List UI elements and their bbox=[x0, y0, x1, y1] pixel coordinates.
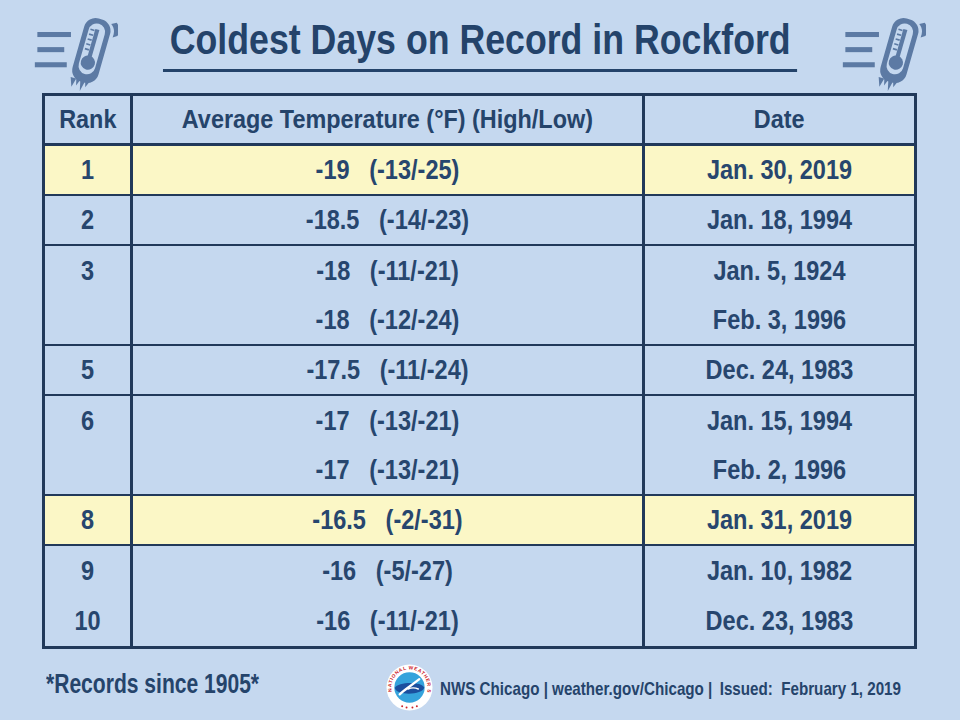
title-area: Coldest Days on Record in Rockford bbox=[0, 14, 960, 72]
rank-cell: 9 bbox=[52, 546, 123, 596]
rank-cell-group: 6 bbox=[45, 396, 133, 494]
date-cell: Dec. 24, 1983 bbox=[667, 346, 893, 394]
date-cell-group: Jan. 31, 2019 bbox=[645, 496, 914, 544]
freezing-thermometer-icon bbox=[842, 10, 926, 96]
column-header-temperature-label: Average Temperature (°F) (High/Low) bbox=[182, 104, 593, 135]
table-row: 2 -18.5 (-14/-23) Jan. 18, 1994 bbox=[45, 196, 914, 246]
page-title: Coldest Days on Record in Rockford bbox=[163, 14, 797, 72]
temp-cell: -16 (-11/-21) bbox=[174, 596, 602, 646]
column-header-date-label: Date bbox=[754, 104, 805, 135]
temp-cell: -19 (-13/-25) bbox=[174, 146, 602, 194]
date-cell: Jan. 18, 1994 bbox=[667, 196, 893, 244]
column-header-rank: Rank bbox=[45, 96, 133, 143]
table-row: 8 -16.5 (-2/-31) Jan. 31, 2019 bbox=[45, 496, 914, 546]
table-body: 1 -19 (-13/-25) Jan. 30, 2019 2 -18.5 (-… bbox=[45, 146, 914, 646]
temperature-cell-group: -16 (-5/-27)-16 (-11/-21) bbox=[133, 546, 645, 646]
rank-cell-group: 5 bbox=[45, 346, 133, 394]
temperature-cell-group: -16.5 (-2/-31) bbox=[133, 496, 645, 544]
temperature-cell-group: -18 (-11/-21)-18 (-12/-24) bbox=[133, 246, 645, 344]
credit-line: NWS Chicago | weather.gov/Chicago | Issu… bbox=[440, 678, 901, 700]
rank-cell bbox=[52, 445, 123, 494]
column-header-date: Date bbox=[645, 96, 914, 143]
rank-cell: 3 bbox=[52, 246, 123, 295]
table-row: 1 -19 (-13/-25) Jan. 30, 2019 bbox=[45, 146, 914, 196]
date-cell-group: Jan. 5, 1924Feb. 3, 1996 bbox=[645, 246, 914, 344]
rank-cell bbox=[52, 295, 123, 344]
temp-cell: -18 (-11/-21) bbox=[174, 246, 602, 295]
infographic-page: { "colors": { "background": "#c5d8ef", "… bbox=[0, 0, 960, 720]
date-cell: Jan. 30, 2019 bbox=[667, 146, 893, 194]
table-row: 3 -18 (-11/-21)-18 (-12/-24) Jan. 5, 192… bbox=[45, 246, 914, 346]
temperature-cell-group: -17.5 (-11/-24) bbox=[133, 346, 645, 394]
temperature-cell-group: -18.5 (-14/-23) bbox=[133, 196, 645, 244]
date-cell: Jan. 5, 1924 bbox=[667, 246, 893, 295]
rank-cell: 5 bbox=[52, 346, 123, 394]
rank-cell: 10 bbox=[52, 596, 123, 646]
temp-cell: -16 (-5/-27) bbox=[174, 546, 602, 596]
date-cell: Jan. 31, 2019 bbox=[667, 496, 893, 544]
table-row: 6 -17 (-13/-21)-17 (-13/-21) Jan. 15, 19… bbox=[45, 396, 914, 496]
temp-cell: -17.5 (-11/-24) bbox=[174, 346, 602, 394]
records-note: *Records since 1905* bbox=[46, 669, 259, 700]
date-cell-group: Jan. 30, 2019 bbox=[645, 146, 914, 194]
temp-cell: -17 (-13/-21) bbox=[174, 396, 602, 445]
temp-cell: -17 (-13/-21) bbox=[174, 445, 602, 494]
date-cell: Jan. 15, 1994 bbox=[667, 396, 893, 445]
rank-cell: 1 bbox=[52, 146, 123, 194]
date-cell: Feb. 2, 1996 bbox=[667, 445, 893, 494]
rank-cell-group: 3 bbox=[45, 246, 133, 344]
date-cell-group: Jan. 18, 1994 bbox=[645, 196, 914, 244]
rank-cell-group: 8 bbox=[45, 496, 133, 544]
column-header-rank-label: Rank bbox=[59, 104, 116, 135]
credit-text: NWS Chicago | weather.gov/Chicago | bbox=[440, 678, 712, 700]
table-row: 910 -16 (-5/-27)-16 (-11/-21) Jan. 10, 1… bbox=[45, 546, 914, 646]
date-cell-group: Jan. 10, 1982Dec. 23, 1983 bbox=[645, 546, 914, 646]
temp-cell: -18.5 (-14/-23) bbox=[174, 196, 602, 244]
temp-cell: -16.5 (-2/-31) bbox=[174, 496, 602, 544]
date-cell: Jan. 10, 1982 bbox=[667, 546, 893, 596]
records-table: Rank Average Temperature (°F) (High/Low)… bbox=[42, 93, 917, 649]
rank-cell-group: 1 bbox=[45, 146, 133, 194]
temperature-cell-group: -19 (-13/-25) bbox=[133, 146, 645, 194]
table-header-row: Rank Average Temperature (°F) (High/Low)… bbox=[45, 96, 914, 146]
rank-cell: 2 bbox=[52, 196, 123, 244]
rank-cell-group: 910 bbox=[45, 546, 133, 646]
nws-seal-icon: NATIONAL WEATHER SERVICE bbox=[386, 664, 433, 711]
column-header-temperature: Average Temperature (°F) (High/Low) bbox=[133, 96, 645, 143]
temperature-cell-group: -17 (-13/-21)-17 (-13/-21) bbox=[133, 396, 645, 494]
rank-cell: 8 bbox=[52, 496, 123, 544]
rank-cell-group: 2 bbox=[45, 196, 133, 244]
rank-cell: 6 bbox=[52, 396, 123, 445]
table-row: 5 -17.5 (-11/-24) Dec. 24, 1983 bbox=[45, 346, 914, 396]
date-cell-group: Jan. 15, 1994Feb. 2, 1996 bbox=[645, 396, 914, 494]
temp-cell: -18 (-12/-24) bbox=[174, 295, 602, 344]
date-cell: Feb. 3, 1996 bbox=[667, 295, 893, 344]
issued-text: Issued: February 1, 2019 bbox=[720, 678, 901, 700]
date-cell-group: Dec. 24, 1983 bbox=[645, 346, 914, 394]
date-cell: Dec. 23, 1983 bbox=[667, 596, 893, 646]
